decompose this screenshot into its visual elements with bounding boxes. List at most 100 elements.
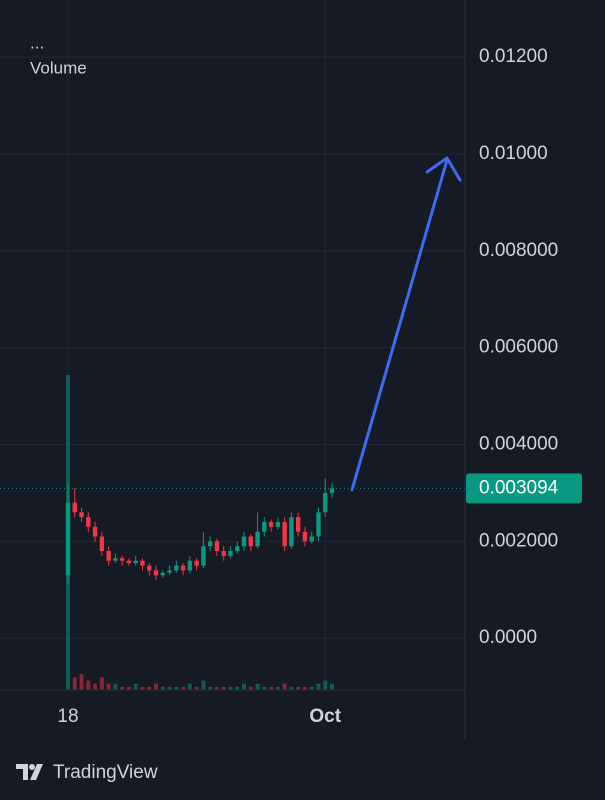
volume-bar [302, 686, 307, 690]
volume-bar [255, 683, 260, 690]
volume-bar [147, 686, 152, 690]
candle-body [79, 512, 84, 518]
volume-bar [228, 686, 233, 690]
volume-bar [269, 686, 274, 690]
candle-body [248, 536, 253, 547]
candle-body [194, 560, 199, 566]
volume-bar [79, 674, 84, 690]
candle-body [106, 551, 111, 561]
candle-body [65, 502, 71, 576]
volume-bar [126, 686, 131, 690]
candle-body [92, 526, 98, 537]
candle-body [323, 492, 328, 513]
y-tick-label: 0.004000 [479, 434, 558, 455]
candle-body [187, 560, 193, 571]
y-tick-label: 0.006000 [479, 337, 558, 358]
candle-body [126, 560, 132, 564]
volume-bar [187, 683, 192, 690]
volume-bar [201, 680, 206, 690]
candle-body [207, 541, 213, 547]
volume-bar [99, 677, 104, 690]
candle-body [72, 502, 77, 513]
plot [0, 375, 465, 690]
x-tick-label: Oct [309, 706, 341, 727]
candle-body [241, 536, 247, 547]
y-tick-label: 0.008000 [479, 240, 558, 261]
grid [0, 0, 465, 690]
volume-bar [316, 683, 321, 690]
candle-body [221, 551, 226, 556]
y-tick-label: 0.0000 [479, 627, 537, 648]
indicator-title: ... [30, 33, 44, 52]
candle-body [214, 541, 220, 552]
volume-bar [275, 686, 280, 690]
volume-bar [242, 683, 247, 690]
candle-body [174, 565, 179, 571]
volume-bar [140, 686, 145, 690]
candle-body [268, 521, 274, 527]
candle-body [295, 517, 301, 532]
volume-bar [181, 686, 186, 690]
candle-body [147, 565, 152, 571]
y-tick-label: 0.01200 [479, 46, 548, 67]
candle-body [282, 521, 287, 547]
candle-body [329, 488, 335, 493]
candle-body [113, 558, 118, 561]
candle-body [228, 551, 233, 556]
volume-bar [214, 686, 219, 690]
volume-bar [289, 686, 294, 690]
y-tick-label: 0.002000 [479, 530, 558, 551]
y-tick-label: 0.01000 [479, 143, 548, 164]
candle-body [262, 521, 267, 532]
volume-bar [248, 686, 253, 690]
candle-body [140, 560, 145, 566]
last-price-badge [466, 473, 582, 504]
volume-bar [262, 686, 267, 690]
volume-bar [208, 686, 213, 690]
volume-bar [309, 686, 314, 690]
volume-bar [282, 683, 287, 690]
candle-body [167, 570, 172, 573]
candle-body [275, 521, 281, 527]
candle-body [160, 572, 165, 576]
candle-body [133, 560, 138, 564]
volume-bar [72, 677, 77, 690]
volume-bar [86, 680, 91, 690]
volume-bar [323, 680, 328, 690]
candle-body [119, 558, 125, 561]
volume-bar [106, 683, 111, 690]
candle-body [99, 536, 105, 552]
volume-bar [296, 686, 301, 690]
volume-bar [174, 686, 179, 690]
volume-bar [93, 683, 98, 690]
last-price-label: 0.003094 [479, 477, 559, 498]
volume-bar [120, 686, 125, 690]
brand-logo [16, 764, 43, 780]
candle-body [255, 531, 260, 547]
volume-bar [133, 683, 138, 690]
volume-bar [194, 686, 199, 690]
volume-bar [113, 683, 118, 690]
brand-name: TradingView [53, 762, 158, 783]
volume-bar [167, 686, 172, 690]
volume-bar [330, 683, 335, 690]
candle-body [309, 536, 314, 542]
candle-body [302, 531, 308, 542]
candle-body [86, 517, 91, 527]
candle-body [289, 517, 294, 547]
volume-bar [160, 686, 165, 690]
candle-body [235, 546, 240, 552]
volume-label: Volume [30, 58, 87, 77]
candle-body [316, 512, 321, 537]
candle-body [201, 546, 206, 566]
candle-body [180, 565, 186, 571]
volume-bar [221, 686, 226, 690]
volume-bar [154, 683, 159, 690]
volume-bar [235, 686, 240, 690]
candle-body [153, 570, 159, 576]
arrow-annotation [350, 156, 462, 492]
x-tick-label: 18 [57, 706, 78, 727]
